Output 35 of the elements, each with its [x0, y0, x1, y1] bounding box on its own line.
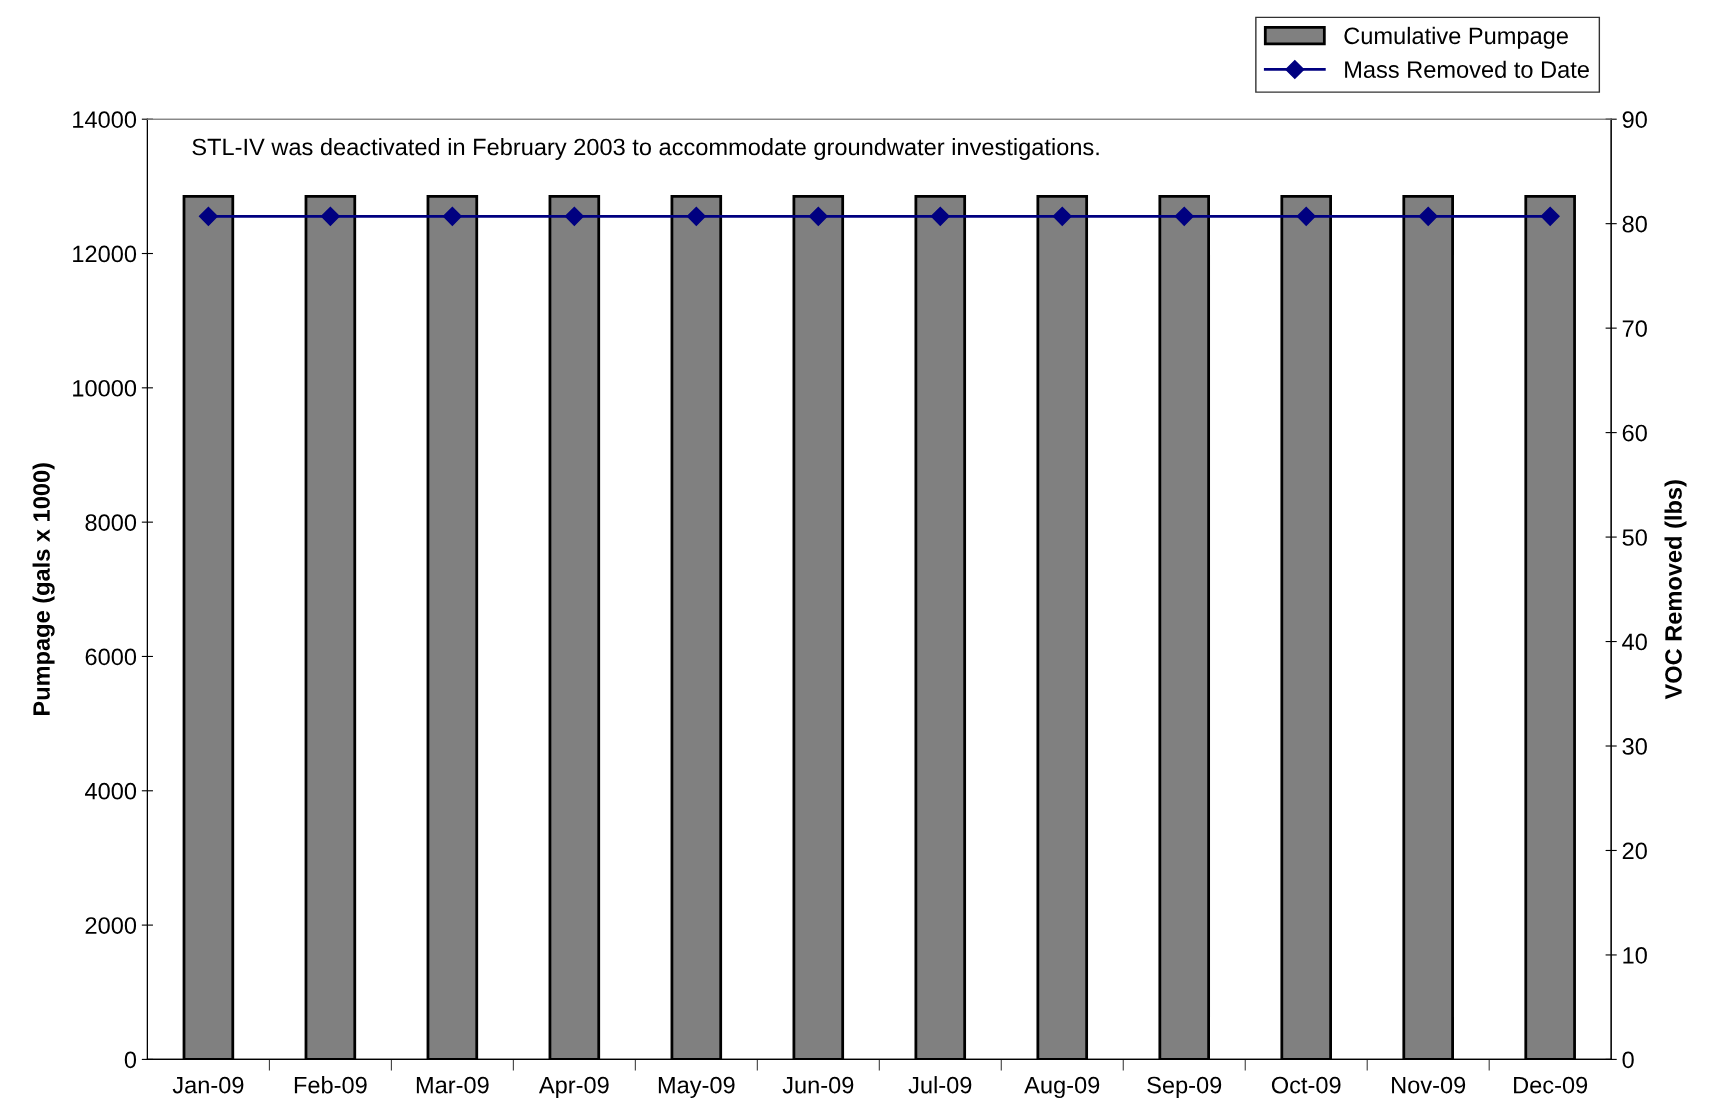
legend-label: Mass Removed to Date	[1345, 60, 1589, 78]
legend-label: Cumulative Pumpage	[1344, 26, 1568, 49]
x-tick-label: Mar-09	[416, 1076, 489, 1094]
x-tick-label: Aug-09	[1024, 1076, 1100, 1099]
x-tick-label: Oct-09	[1271, 1076, 1341, 1094]
y-tick-label: 14000	[73, 111, 137, 128]
x-tick-label: Sep-09	[1147, 1076, 1222, 1099]
y-tick-label: 2000	[85, 917, 137, 934]
y-axis-title: Pumpage (gals x 1000)	[32, 463, 55, 716]
annotation: STL-IV was deactivated in February 2003 to accommodate groundwater investigations.	[192, 138, 1099, 161]
y2-tick-label: 90	[1622, 111, 1647, 128]
y2-axis-title: VOC Removed (lbs)	[1664, 480, 1687, 700]
y2-tick-label: 20	[1622, 842, 1647, 860]
y2-tick-label: 60	[1622, 424, 1647, 442]
x-tick-label: Apr-09	[538, 1076, 609, 1099]
x-tick-label: May-09	[658, 1076, 735, 1099]
y-tick-label: 8000	[85, 514, 137, 531]
y2-tick-label: 0	[1622, 1051, 1634, 1069]
x-tick-label: Jan-09	[172, 1076, 244, 1094]
x-tick-label: Jul-09	[908, 1076, 972, 1094]
y2-tick-label: 30	[1622, 738, 1647, 755]
x-tick-label: Nov-09	[1392, 1076, 1466, 1094]
y2-tick-label: 70	[1622, 320, 1647, 337]
y-tick-label: 12000	[73, 245, 137, 263]
x-tick-label: Dec-09	[1514, 1076, 1588, 1094]
y2-tick-label: 10	[1623, 947, 1647, 964]
y-tick-label: 10000	[73, 379, 137, 397]
y-tick-label: 6000	[85, 648, 137, 666]
y-tick-label: 0	[124, 1051, 137, 1069]
x-tick-label: Jun-09	[782, 1076, 854, 1094]
y2-tick-label: 50	[1622, 529, 1647, 546]
y2-tick-label: 80	[1622, 215, 1647, 233]
y2-tick-label: 40	[1622, 633, 1647, 651]
y-tick-label: 4000	[85, 782, 137, 800]
x-tick-label: Feb-09	[294, 1076, 367, 1094]
